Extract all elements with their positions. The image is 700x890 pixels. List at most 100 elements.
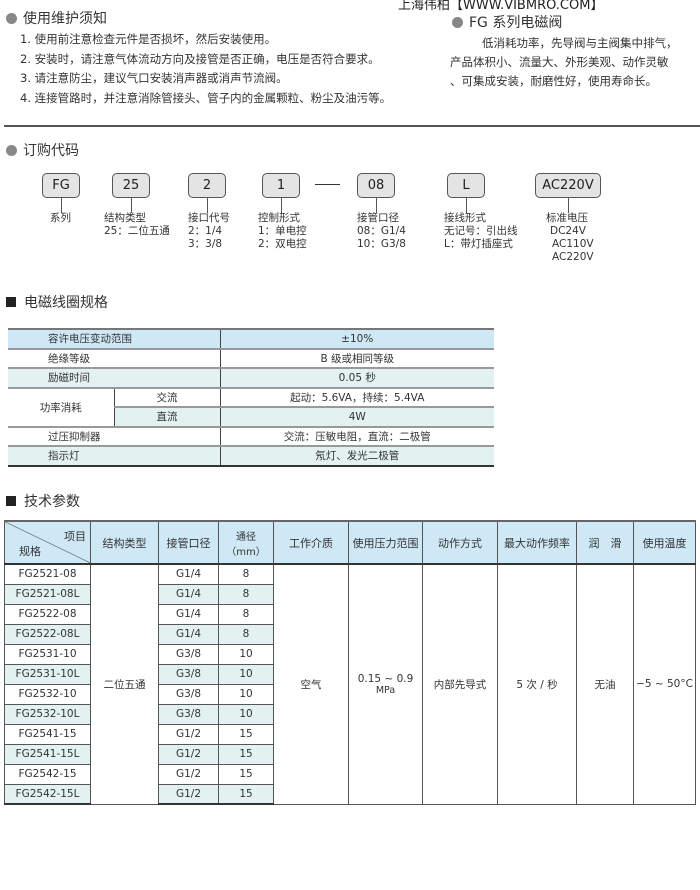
header-cell: 最大动作频率 — [497, 520, 577, 565]
header-cell: 接管口径 — [158, 520, 219, 565]
table-row: 过压抑制器 交流：压敏电阻，直流：二极管 — [8, 425, 494, 446]
code-description-line: L：带灯插座式 — [444, 238, 513, 250]
code-description-line: DC24V — [550, 225, 586, 237]
tech-title-text: 技术参数 — [24, 494, 80, 510]
spec-label: 容许电压变动范围 — [8, 328, 220, 349]
order-title-text: 订购代码 — [23, 143, 79, 159]
code-description-line: 25：二位五通 — [104, 225, 170, 237]
connector-line — [466, 198, 467, 213]
code-box: 08 — [357, 173, 395, 198]
bullet-icon — [452, 17, 463, 28]
bore-cell: 8 — [218, 623, 274, 645]
bore-cell: 8 — [218, 603, 274, 625]
model-cell: FG2522-08 — [4, 603, 91, 625]
spec-sublabel: 交流 — [114, 386, 220, 407]
model-cell: FG2542-15L — [4, 783, 91, 805]
port-cell: G1/2 — [158, 783, 219, 805]
square-bullet-icon — [6, 297, 16, 307]
coil-title-text: 电磁线圈规格 — [24, 295, 108, 311]
code-description-line: 10：G3/8 — [357, 238, 406, 250]
code-description: 结构类型 25：二位五通 — [104, 212, 170, 238]
table-row: FG2532-10 G3/8 10 — [4, 683, 696, 705]
port-cell: G3/8 — [158, 703, 219, 725]
series-title: FG 系列电磁阀 — [452, 15, 562, 32]
corner-bottom-label: 规格 — [19, 545, 41, 558]
table-row: FG2531-10 G3/8 10 — [4, 643, 696, 665]
coil-spec-table: 容许电压变动范围 ±10% 绝缘等级 B 级或相同等级 励磁时间 0.05 秒 功率消… — [8, 328, 494, 467]
code-description-line: 无记号：引出线 — [444, 225, 518, 237]
port-cell: G3/8 — [158, 643, 219, 665]
table-row: 指示灯 氖灯、发光二极管 — [8, 445, 494, 467]
port-cell: G1/4 — [158, 563, 219, 585]
structure-cell: 二位五通 — [90, 563, 159, 805]
header-cell: 通径（mm） — [218, 520, 274, 565]
code-description-line: 2：1/4 — [188, 225, 223, 237]
code-description: 接线形式 无记号：引出线 L：带灯插座式 — [444, 212, 518, 251]
model-cell: FG2532-10 — [4, 683, 91, 705]
code-description-line: 接线形式 — [444, 212, 486, 224]
code-description: 标准电压 DC24V AC110V AC220V — [546, 212, 594, 264]
code-description-line: 接管口径 — [357, 212, 399, 224]
spec-sublabel: 直流 — [114, 406, 220, 427]
code-description: 控制形式 1：单电控 2：双电控 — [258, 212, 307, 251]
spec-value: 0.05 秒 — [219, 367, 494, 388]
spec-value: 氖灯、发光二极管 — [219, 445, 494, 467]
notice-title: 使用维护须知 — [6, 8, 107, 28]
code-box: FG — [42, 173, 80, 198]
table-row: 绝缘等级 B 级或相同等级 — [8, 347, 494, 368]
connector-line — [207, 198, 208, 213]
corner-header: 项目 规格 — [4, 520, 91, 565]
bore-cell: 15 — [218, 723, 274, 745]
code-description-line: 08：G1/4 — [357, 225, 406, 237]
port-cell: G1/2 — [158, 763, 219, 785]
table-row: FG2541-15 G1/2 15 — [4, 723, 696, 745]
series-description: 低消耗功率，先导阀与主阀集中排气， 产品体积小、流量大、外形美观、动作灵敏 、可… — [450, 34, 678, 91]
divider — [4, 125, 700, 127]
bore-cell: 10 — [218, 703, 274, 725]
spec-value: B 级或相同等级 — [219, 347, 494, 368]
header-cell: 使用压力范围 — [348, 520, 423, 565]
header-cell: 工作介质 — [273, 520, 349, 565]
code-description-line: 接口代号 — [188, 212, 230, 224]
code-description: 接口代号 2：1/4 3：3/8 — [188, 212, 230, 251]
coil-title: 电磁线圈规格 — [6, 292, 108, 312]
bore-cell: 8 — [218, 583, 274, 605]
spec-value: 起动：5.6VA，持续：5.4VA — [219, 386, 494, 407]
code-description-line: 控制形式 — [258, 212, 300, 224]
model-cell: FG2532-10L — [4, 703, 91, 725]
connector-line — [281, 198, 282, 213]
port-cell: G1/2 — [158, 743, 219, 765]
notice-item: 2. 安装时，请注意气体流动方向及接管是否正确，电压是否符合要求。 — [20, 51, 380, 66]
connector-line — [376, 198, 377, 213]
port-cell: G1/4 — [158, 623, 219, 645]
port-cell: G1/2 — [158, 723, 219, 745]
table-row: FG2522-08L G1/4 8 — [4, 623, 696, 645]
code-box: 25 — [112, 173, 150, 198]
spec-label: 过压抑制器 — [8, 425, 220, 446]
table-row: 直流 4W — [8, 406, 494, 427]
code-description-line: 标准电压 — [546, 212, 588, 224]
code-description-line: 系列 — [50, 212, 71, 224]
header-cell: 结构类型 — [90, 520, 159, 565]
spec-label: 励磁时间 — [8, 367, 220, 388]
model-cell: FG2531-10L — [4, 663, 91, 685]
watermark: 上海伟柏【WWW.VIBMRO.COM】 — [398, 0, 604, 13]
bore-cell: 10 — [218, 663, 274, 685]
table-row: 功率消耗 交流 起动：5.6VA，持续：5.4VA — [8, 386, 494, 427]
bore-cell: 15 — [218, 743, 274, 765]
bore-cell: 15 — [218, 783, 274, 805]
tech-title: 技术参数 — [6, 491, 80, 511]
table-row: FG2532-10L G3/8 10 — [4, 703, 696, 725]
lubrication-cell: 无油 — [576, 563, 634, 805]
code-box: L — [447, 173, 485, 198]
code-description-line: 结构类型 — [104, 212, 146, 224]
model-cell: FG2521-08 — [4, 563, 91, 585]
model-cell: FG2541-15 — [4, 723, 91, 745]
port-cell: G1/4 — [158, 583, 219, 605]
notice-item: 3. 请注意防尘，建议气口安装消声器或消声节流阀。 — [20, 71, 288, 86]
code-box: 1 — [262, 173, 300, 198]
connector-line — [61, 198, 62, 213]
medium-cell: 空气 — [273, 563, 349, 805]
code-box: AC220V — [535, 173, 601, 198]
model-cell: FG2531-10 — [4, 643, 91, 665]
